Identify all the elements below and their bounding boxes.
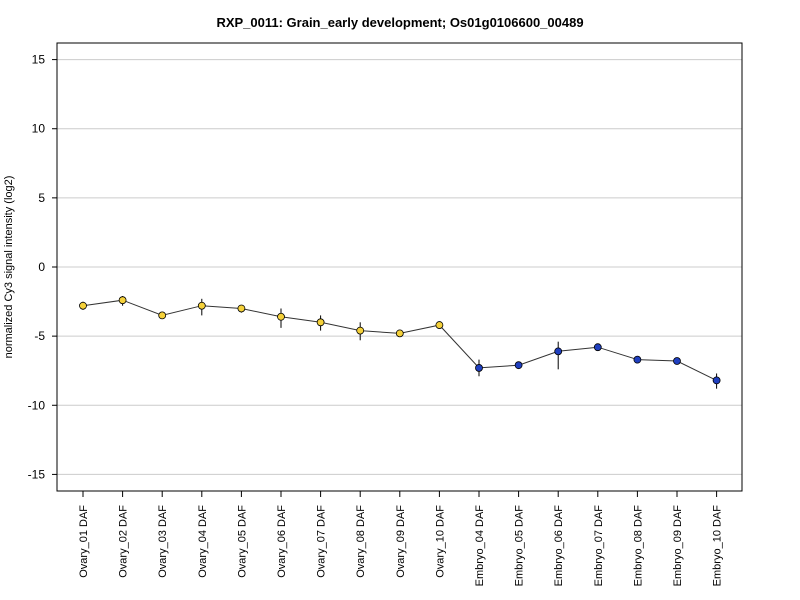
x-axis-ticks: Ovary_01 DAF Ovary_02 DAF Ovary_03 DAF Ovar… (78, 491, 724, 586)
data-point (633, 355, 642, 364)
x-tick-label: Ovary_04 DAF (197, 505, 209, 578)
data-point (593, 343, 602, 352)
y-tick-label: -10 (28, 398, 46, 412)
grid-lines (57, 59, 742, 475)
data-point (316, 318, 325, 327)
data-point (673, 357, 681, 365)
x-tick-label: Embryo_07 DAF (593, 505, 605, 587)
data-point (554, 347, 563, 356)
x-tick-label: Embryo_09 DAF (672, 505, 684, 587)
x-tick-label: Ovary_02 DAF (118, 505, 130, 578)
x-tick-label: Ovary_03 DAF (157, 505, 169, 578)
data-point (79, 301, 87, 310)
x-tick-label: Embryo_04 DAF (474, 505, 486, 587)
data-point (514, 361, 523, 370)
data-point (237, 304, 246, 313)
data-point (712, 376, 721, 385)
x-tick-label: Ovary_08 DAF (355, 505, 367, 578)
data-point (118, 296, 127, 305)
y-tick-label: -5 (34, 329, 45, 343)
x-tick-label: Ovary_10 DAF (434, 505, 446, 578)
y-tick-label: 0 (38, 260, 45, 274)
x-tick-label: Ovary_09 DAF (395, 505, 407, 578)
data-points (79, 296, 721, 385)
x-tick-label: Embryo_06 DAF (553, 505, 565, 587)
plot-frame (56, 42, 743, 492)
y-tick-label: -15 (28, 467, 46, 481)
x-tick-label: Embryo_08 DAF (632, 505, 644, 587)
data-point (158, 311, 167, 320)
x-tick-label: Ovary_01 DAF (78, 505, 90, 578)
y-tick-label: 15 (32, 53, 46, 67)
y-axis-label: normalized Cy3 signal intensity (log2) (3, 176, 15, 359)
error-bars (82, 296, 718, 389)
data-point (475, 364, 483, 372)
series-line (82, 299, 717, 381)
data-point (435, 321, 444, 329)
data-point (395, 329, 404, 338)
x-tick-label: Ovary_07 DAF (316, 505, 328, 578)
chart-title: RXP_0011: Grain_early development; Os01g… (216, 15, 583, 30)
y-axis-ticks: 15 10 5 0 -5 -10 -15 (28, 53, 57, 481)
y-tick-label: 5 (38, 191, 45, 205)
y-tick-label: 10 (32, 122, 46, 136)
series-line-group (82, 299, 717, 381)
x-tick-label: Embryo_05 DAF (514, 505, 526, 587)
x-tick-label: Ovary_06 DAF (276, 505, 288, 578)
x-tick-label: Ovary_05 DAF (236, 505, 248, 578)
data-point (356, 326, 365, 335)
data-point (277, 312, 285, 321)
data-point (197, 301, 206, 310)
x-tick-label: Embryo_10 DAF (712, 505, 724, 587)
